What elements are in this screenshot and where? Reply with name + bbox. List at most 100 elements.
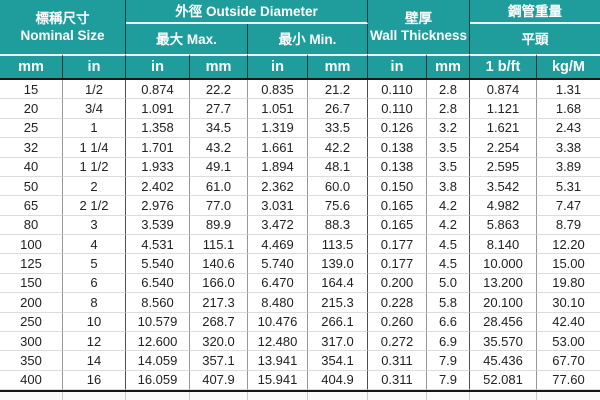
table-cell: 35.570: [470, 331, 537, 352]
header-wall-thickness-en: Wall Thickness: [369, 28, 468, 43]
table-cell: 75.6: [308, 196, 368, 216]
table-cell: 164.4: [308, 273, 368, 294]
table-cell: 13.200: [470, 273, 537, 294]
table-cell: 200: [0, 293, 63, 313]
header-max-label: 最大 Max.: [156, 31, 217, 47]
table-cell: 0.150: [368, 176, 427, 197]
table-cell: 8.480: [248, 293, 308, 313]
table-body: 15 1/2 0.874 22.2 0.835 21.2 0.110 2.8 0.874 1.31…: [0, 80, 600, 390]
table-cell: 1.68: [537, 99, 600, 119]
table-cell: 1.121: [470, 99, 537, 119]
table-row: 25 1 1.358 34.5 1.319 33.5 0.126 3.2 1.621 2.43: [0, 118, 600, 139]
table-cell: 1.319: [248, 118, 308, 139]
unit-cell-wt-mm: mm: [427, 54, 470, 78]
table-cell: 3/4: [63, 99, 126, 119]
table-cell: 16.059: [126, 370, 190, 390]
table-cell: 100: [0, 235, 63, 255]
table-cell: 7.9: [427, 351, 470, 371]
table-cell: 0.126: [368, 118, 427, 139]
table-cell: 4: [63, 235, 126, 255]
table-cell: 5.31: [537, 177, 600, 197]
header-outside-diameter-label: 外徑 Outside Diameter: [175, 3, 318, 19]
table-cell: 3.2: [427, 118, 470, 139]
unit-cell-min-mm: mm: [308, 54, 368, 78]
table-cell: 4.5: [427, 235, 470, 255]
table-cell: 52.081: [470, 370, 537, 390]
table-cell: 140.6: [190, 254, 248, 274]
table-cell: 30.10: [537, 293, 600, 313]
header-flat-end: 平頭: [470, 24, 600, 54]
table-cell: 2.976: [126, 196, 190, 216]
table-cell: 12.480: [248, 331, 308, 352]
table-cell: 0.311: [368, 370, 427, 390]
table-cell: 7.9: [427, 370, 470, 390]
table-cell: 89.9: [190, 215, 248, 235]
table-cell: 4.531: [126, 235, 190, 255]
table-cell: 5: [63, 254, 126, 274]
table-cell: 3.542: [470, 176, 537, 197]
unit-cell-wt-in: in: [368, 54, 427, 78]
table-cell: 0.177: [368, 235, 427, 255]
table-cell: 34.5: [190, 118, 248, 139]
unit-cell-max-in: in: [126, 54, 190, 78]
table-row: 350 14 14.059 357.1 13.941 354.1 0.311 7.9 45.43…: [0, 351, 600, 371]
table-cell: 150: [0, 273, 63, 294]
table-row: 80 3 3.539 89.9 3.472 88.3 0.165 4.2 5.863 8.79: [0, 215, 600, 235]
table-cell: 12: [63, 331, 126, 352]
table-cell: 139.0: [308, 254, 368, 274]
table-cell: 4.5: [427, 254, 470, 274]
table-cell: 45.436: [470, 351, 537, 371]
table-cell: 0.165: [368, 215, 427, 235]
table-row: 150 6 6.540 166.0 6.470 164.4 0.200 5.0 13.200 19…: [0, 273, 600, 294]
header-pipe-weight: 鋼管重量: [470, 0, 600, 24]
table-cell: 3.539: [126, 215, 190, 235]
table-cell: 3.472: [248, 215, 308, 235]
table-cell: 3.8: [427, 176, 470, 197]
table-cell: 0.874: [126, 80, 190, 100]
table-cell: 0.260: [368, 312, 427, 332]
table-cell: 3.5: [427, 138, 470, 158]
table-cell: 20.100: [470, 293, 537, 313]
unit-cell-nominal-in: in: [63, 54, 126, 78]
table-cell: 0.311: [368, 351, 427, 371]
table-cell: 357.1: [190, 351, 248, 371]
header-nominal-size: 標稱尺寸 Nominal Size: [0, 0, 126, 54]
table-cell: 3.38: [537, 138, 600, 158]
bottom-rule: [0, 390, 600, 392]
table-cell: 1.933: [126, 157, 190, 177]
table-cell: 1.091: [126, 99, 190, 119]
table-cell: 4.469: [248, 235, 308, 255]
table-header: 標稱尺寸 Nominal Size 外徑 Outside Diameter 壁厚…: [0, 0, 600, 80]
table-cell: 3.5: [427, 157, 470, 177]
table-cell: 13.941: [248, 351, 308, 371]
table-cell: 404.9: [308, 370, 368, 390]
table-cell: 8.140: [470, 235, 537, 255]
table-cell: 8.560: [126, 293, 190, 313]
table-cell: 8: [63, 293, 126, 313]
table-cell: 26.7: [308, 99, 368, 119]
table-cell: 5.740: [248, 254, 308, 274]
table-cell: 7.47: [537, 196, 600, 216]
table-cell: 1.358: [126, 118, 190, 139]
table-cell: 60.0: [308, 176, 368, 197]
table-cell: 3.89: [537, 158, 600, 177]
table-cell: 5.8: [427, 293, 470, 313]
table-cell: 2.254: [470, 138, 537, 158]
table-cell: 0.110: [368, 99, 427, 119]
table-cell: 67.70: [537, 351, 600, 371]
header-min: 最小 Min.: [248, 24, 368, 54]
table-cell: 300: [0, 331, 63, 352]
table-cell: 215.3: [308, 293, 368, 313]
table-cell: 28.456: [470, 312, 537, 332]
table-row: 65 2 1/2 2.976 77.0 3.031 75.6 0.165 4.2 4.982 7.…: [0, 196, 600, 216]
table-cell: 407.9: [190, 370, 248, 390]
unit-cell-min-in: in: [248, 54, 308, 78]
table-cell: 43.2: [190, 138, 248, 158]
table-cell: 19.80: [537, 274, 600, 294]
table-row: 20 3/4 1.091 27.7 1.051 26.7 0.110 2.8 1.121 1.68: [0, 99, 600, 119]
table-cell: 2: [63, 176, 126, 197]
table-cell: 1.661: [248, 138, 308, 158]
table-cell: 266.1: [308, 312, 368, 332]
table-cell: 2.595: [470, 157, 537, 177]
table-cell: 2.402: [126, 176, 190, 197]
